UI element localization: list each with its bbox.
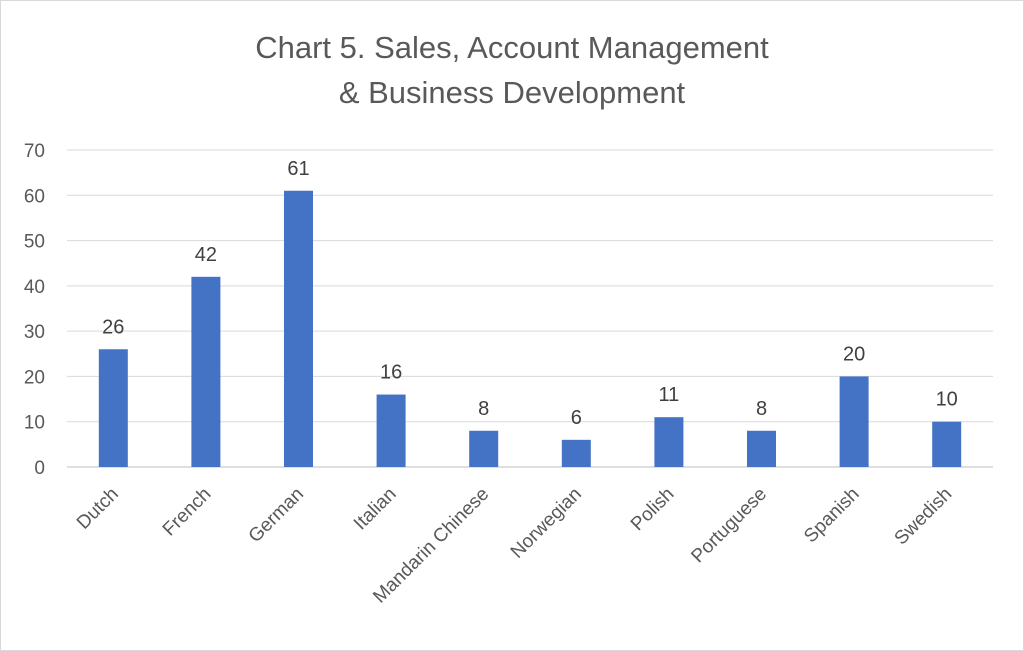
data-label: 10 (936, 389, 958, 411)
category-label: French (159, 484, 216, 541)
y-tick-label: 10 (24, 413, 45, 434)
data-label: 6 (571, 407, 582, 429)
bar (654, 417, 684, 467)
category-label: Swedish (891, 484, 957, 550)
chart-title: Chart 5. Sales, Account Management & Bus… (1, 25, 1023, 115)
y-tick-label: 70 (24, 141, 45, 162)
category-label: Portuguese (687, 484, 771, 568)
y-tick-label: 0 (34, 458, 45, 479)
y-tick-label: 30 (24, 322, 45, 343)
y-tick-label: 20 (24, 367, 45, 388)
data-label: 8 (478, 398, 489, 420)
data-label: 26 (102, 316, 124, 338)
bar (932, 421, 962, 467)
category-label: Dutch (73, 484, 123, 534)
bar (469, 430, 499, 467)
bar (98, 349, 128, 467)
chart-title-line-2: & Business Development (338, 75, 686, 110)
category-label: Polish (627, 484, 678, 535)
category-label: German (245, 484, 308, 547)
y-tick-label: 40 (24, 277, 45, 298)
data-label: 11 (659, 384, 680, 406)
bar (839, 376, 869, 467)
data-label: 8 (756, 398, 767, 420)
category-label: Italian (350, 484, 401, 535)
data-label: 20 (843, 343, 865, 365)
bar (191, 276, 221, 467)
bar (747, 430, 776, 467)
category-label: Norwegian (507, 484, 586, 563)
bar (561, 439, 591, 467)
data-label: 42 (195, 244, 217, 266)
bar (284, 190, 313, 467)
y-tick-label: 60 (24, 186, 45, 207)
data-label: 61 (287, 158, 309, 180)
category-label: Spanish (800, 484, 863, 547)
y-tick-label: 50 (24, 232, 45, 253)
chart-title-line-1: Chart 5. Sales, Account Management (255, 30, 769, 65)
data-label: 16 (380, 362, 402, 384)
bar (376, 394, 406, 467)
